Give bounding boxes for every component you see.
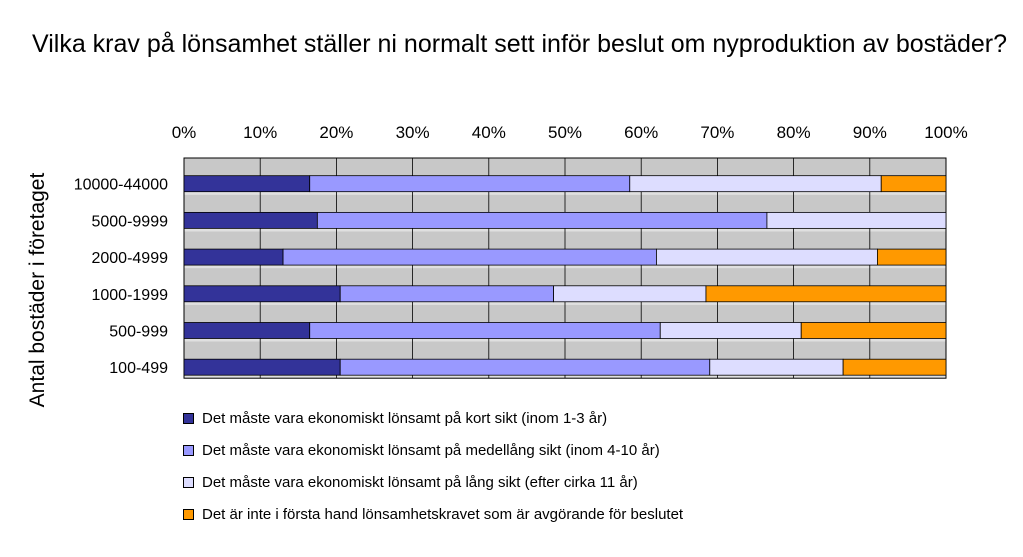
bar-segment bbox=[656, 248, 878, 266]
bar-segment bbox=[183, 248, 284, 266]
bar-segment bbox=[800, 322, 947, 339]
x-tick-label: 70% bbox=[700, 123, 734, 142]
x-tick-label: 80% bbox=[777, 123, 811, 142]
category-label: 1000-1999 bbox=[91, 287, 168, 304]
bar-segment bbox=[705, 285, 947, 303]
bar-segment bbox=[880, 175, 947, 193]
category-label: 2000-4999 bbox=[91, 250, 168, 267]
bar-segment bbox=[659, 322, 802, 339]
category-label: 10000-44000 bbox=[74, 177, 168, 194]
legend-swatch bbox=[183, 508, 194, 520]
bar-segment bbox=[709, 358, 844, 376]
legend-swatch bbox=[183, 412, 194, 424]
legend-label: Det måste vara ekonomiskt lönsamt på med… bbox=[202, 441, 660, 459]
category-labels: 10000-44000 5000-9999 2000-4999 1000-1999 50… bbox=[74, 177, 168, 378]
x-tick-label: 100% bbox=[924, 123, 967, 142]
category-label: 500-999 bbox=[109, 323, 168, 340]
category-label: 100-499 bbox=[109, 360, 168, 377]
bar-segment bbox=[339, 358, 711, 376]
bar-segment bbox=[629, 175, 882, 193]
bar-segment bbox=[339, 285, 554, 303]
bar-segment bbox=[766, 211, 947, 229]
legend: Det måste vara ekonomiskt lönsamt på kor… bbox=[183, 402, 683, 530]
x-tick-labels: 0% 10% 20% 30% 40% 50% 60% 70% 80% 90% 100% bbox=[172, 123, 968, 142]
legend-item: Det måste vara ekonomiskt lönsamt på lån… bbox=[183, 466, 683, 498]
chart-title: Vilka krav på lönsamhet ställer ni norma… bbox=[32, 30, 1008, 58]
bar-segment bbox=[282, 248, 657, 266]
bar-segment bbox=[183, 175, 311, 193]
bar-segment bbox=[553, 285, 707, 303]
bar-segment bbox=[316, 211, 768, 229]
bar-segment bbox=[183, 211, 318, 229]
plot-border bbox=[183, 157, 947, 379]
x-tick-label: 60% bbox=[624, 123, 658, 142]
bar-segment bbox=[183, 285, 341, 303]
x-tick-label: 40% bbox=[472, 123, 506, 142]
x-tick-label: 0% bbox=[172, 123, 197, 142]
legend-label: Det är inte i första hand lönsamhetskrav… bbox=[202, 505, 684, 523]
bar-segment bbox=[309, 322, 661, 339]
legend-item: Det är inte i första hand lönsamhetskrav… bbox=[183, 498, 683, 530]
x-tick-label: 90% bbox=[853, 123, 887, 142]
bar-segment bbox=[842, 358, 947, 376]
x-tick-label: 30% bbox=[396, 123, 430, 142]
bar-segment bbox=[183, 322, 311, 339]
x-tick-label: 20% bbox=[319, 123, 353, 142]
x-tick-label: 50% bbox=[548, 123, 582, 142]
bars bbox=[183, 175, 947, 376]
x-tick-label: 10% bbox=[243, 123, 277, 142]
legend-swatch bbox=[183, 444, 194, 456]
gridlines bbox=[183, 157, 947, 379]
bar-segment bbox=[877, 248, 947, 266]
bar-segment bbox=[183, 358, 341, 376]
legend-swatch bbox=[183, 476, 194, 488]
legend-item: Det måste vara ekonomiskt lönsamt på med… bbox=[183, 434, 683, 466]
y-axis-label: Antal bostäder i företaget bbox=[26, 173, 49, 408]
legend-label: Det måste vara ekonomiskt lönsamt på lån… bbox=[202, 473, 638, 491]
legend-item: Det måste vara ekonomiskt lönsamt på kor… bbox=[183, 402, 683, 434]
category-label: 5000-9999 bbox=[91, 213, 168, 230]
bar-segment bbox=[309, 175, 631, 193]
legend-label: Det måste vara ekonomiskt lönsamt på kor… bbox=[202, 409, 608, 427]
